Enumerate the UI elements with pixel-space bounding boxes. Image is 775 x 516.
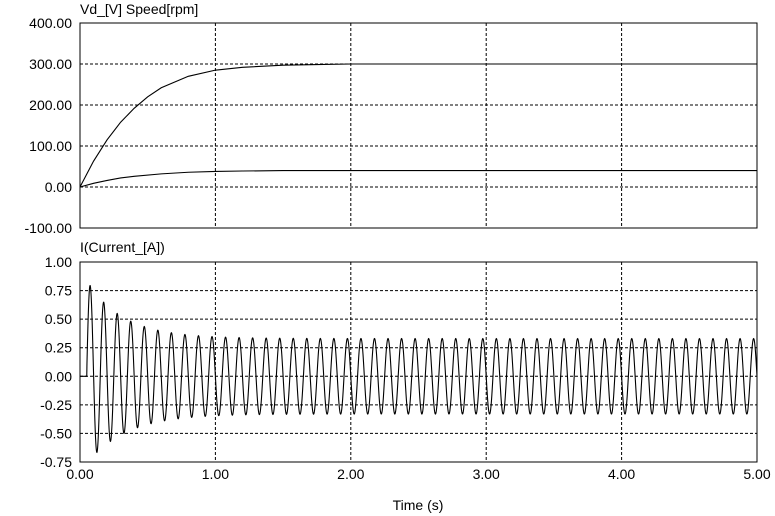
top-series-2-line <box>79 170 757 188</box>
top-series-1-line <box>79 63 757 188</box>
top-y-tick-label: 300.00 <box>29 56 72 72</box>
bottom-y-tick-label: 0.50 <box>45 311 72 327</box>
top-panel-traces <box>79 63 757 188</box>
x-tick-label: 1.00 <box>202 466 229 482</box>
bottom-panel-x-ticks: 0.00 1.00 2.00 3.00 4.00 5.00 <box>66 466 770 482</box>
bottom-panel-title: I(Current_[A]) <box>80 239 165 255</box>
x-tick-label: 5.00 <box>743 466 770 482</box>
top-y-tick-label: 200.00 <box>29 97 72 113</box>
bottom-panel-traces <box>80 285 758 454</box>
x-tick-label: 0.00 <box>66 466 93 482</box>
top-y-tick-label: 100.00 <box>29 138 72 154</box>
bottom-series-1-line <box>80 285 758 454</box>
bottom-y-tick-label: 0.00 <box>45 368 72 384</box>
bottom-y-tick-label: 0.25 <box>45 340 72 356</box>
bottom-y-tick-label: -0.25 <box>40 397 72 413</box>
x-tick-label: 3.00 <box>473 466 500 482</box>
x-tick-label: 4.00 <box>608 466 635 482</box>
top-panel: Vd_[V] Speed[rpm] 400.00 300.00 200.00 100.… <box>25 1 758 236</box>
bottom-y-tick-label: 1.00 <box>45 254 72 270</box>
bottom-y-tick-label: -0.75 <box>40 454 72 470</box>
bottom-y-tick-label: 0.75 <box>45 283 72 299</box>
top-y-tick-label: 400.00 <box>29 15 72 31</box>
top-y-tick-label: 0.00 <box>45 179 72 195</box>
bottom-panel: I(Current_[A]) 1.00 0.75 0.50 0.25 0.00 -0.25… <box>40 239 771 513</box>
bottom-panel-frame <box>79 261 758 463</box>
bottom-panel-y-ticks: 1.00 0.75 0.50 0.25 0.00 -0.25 -0.50 -0.75 <box>40 254 72 470</box>
top-panel-grid <box>80 23 757 228</box>
top-y-tick-label: -100.00 <box>25 220 73 236</box>
x-tick-label: 2.00 <box>337 466 364 482</box>
bottom-panel-grid <box>80 262 757 462</box>
top-panel-title: Vd_[V] Speed[rpm] <box>80 1 198 17</box>
bottom-y-tick-label: -0.50 <box>40 425 72 441</box>
x-axis-label: Time (s) <box>393 497 444 513</box>
top-panel-frame <box>79 22 758 229</box>
top-panel-y-ticks: 400.00 300.00 200.00 100.00 0.00 -100.00 <box>25 15 73 236</box>
